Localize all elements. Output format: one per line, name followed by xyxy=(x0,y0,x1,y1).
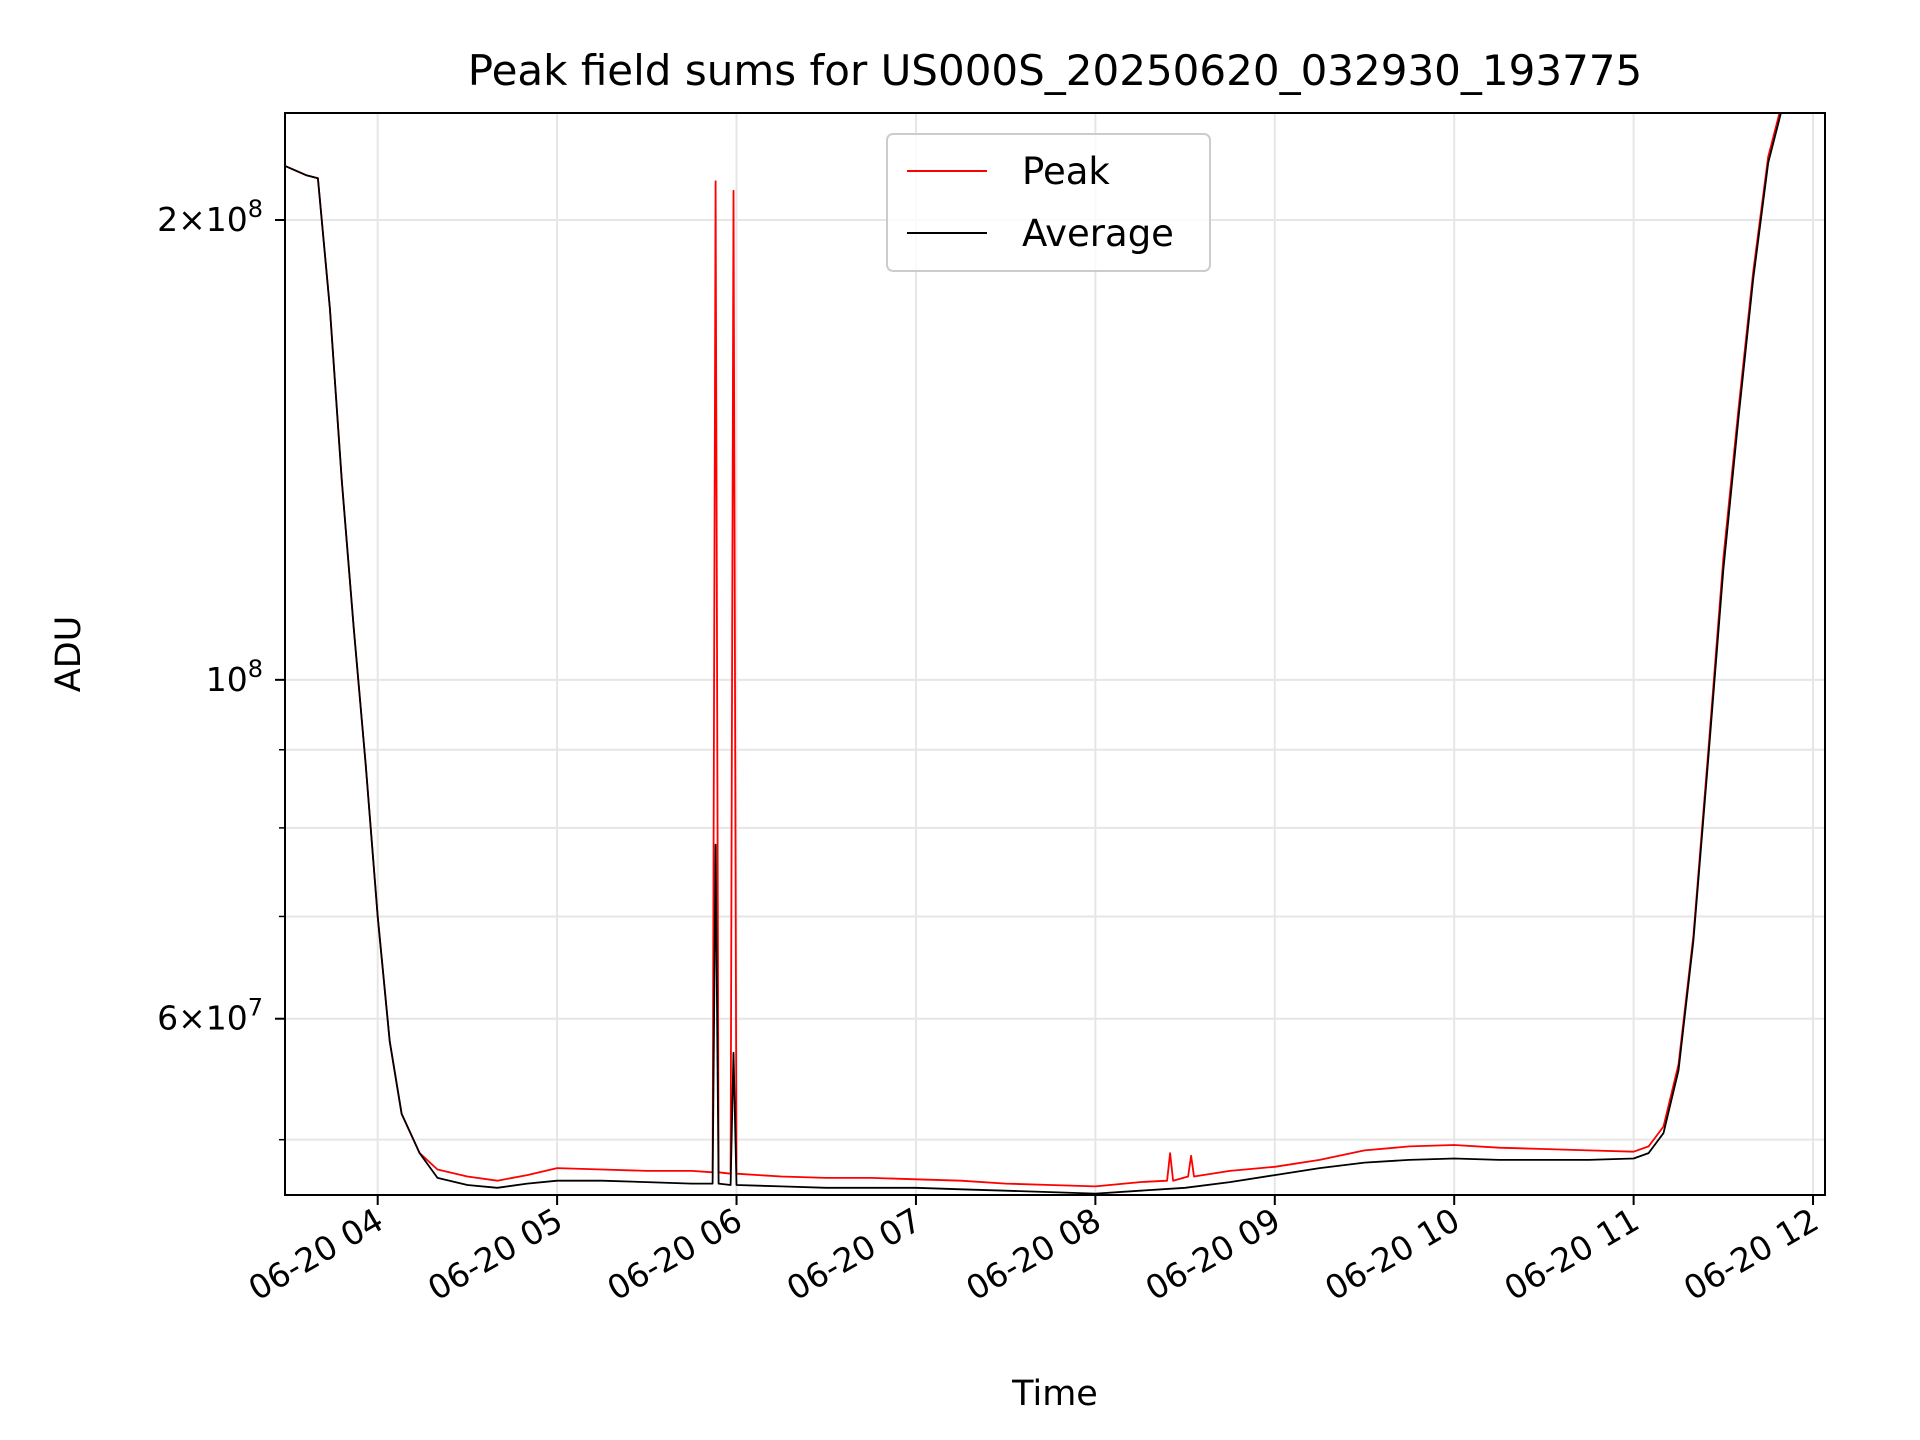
legend-label-average: Average xyxy=(1022,212,1174,255)
plot-frame xyxy=(284,112,1826,1196)
y-tick-base: 2×10 xyxy=(157,200,248,239)
y-tick-label: 6×107 xyxy=(157,994,263,1038)
legend-box xyxy=(886,133,1211,272)
y-tick-label: 108 xyxy=(206,655,263,699)
y-axis-title: ADU xyxy=(49,616,89,693)
series-layer xyxy=(285,113,1782,1195)
y-tick-label: 2×108 xyxy=(157,195,263,239)
y-tick-exponent: 8 xyxy=(248,655,263,683)
chart-title: Peak field sums for US000S_20250620_0329… xyxy=(468,46,1642,95)
series-line-average xyxy=(285,113,1782,1195)
y-tick-exponent: 7 xyxy=(248,994,263,1022)
legend-label-peak: Peak xyxy=(1022,150,1110,193)
y-tick-exponent: 8 xyxy=(248,195,263,223)
legend: Peak Average xyxy=(886,133,1211,272)
plot-area xyxy=(285,113,1782,1195)
x-axis-title: Time xyxy=(1011,1374,1098,1414)
y-tick-base: 10 xyxy=(206,660,248,699)
y-tick-base: 6×10 xyxy=(157,999,248,1038)
